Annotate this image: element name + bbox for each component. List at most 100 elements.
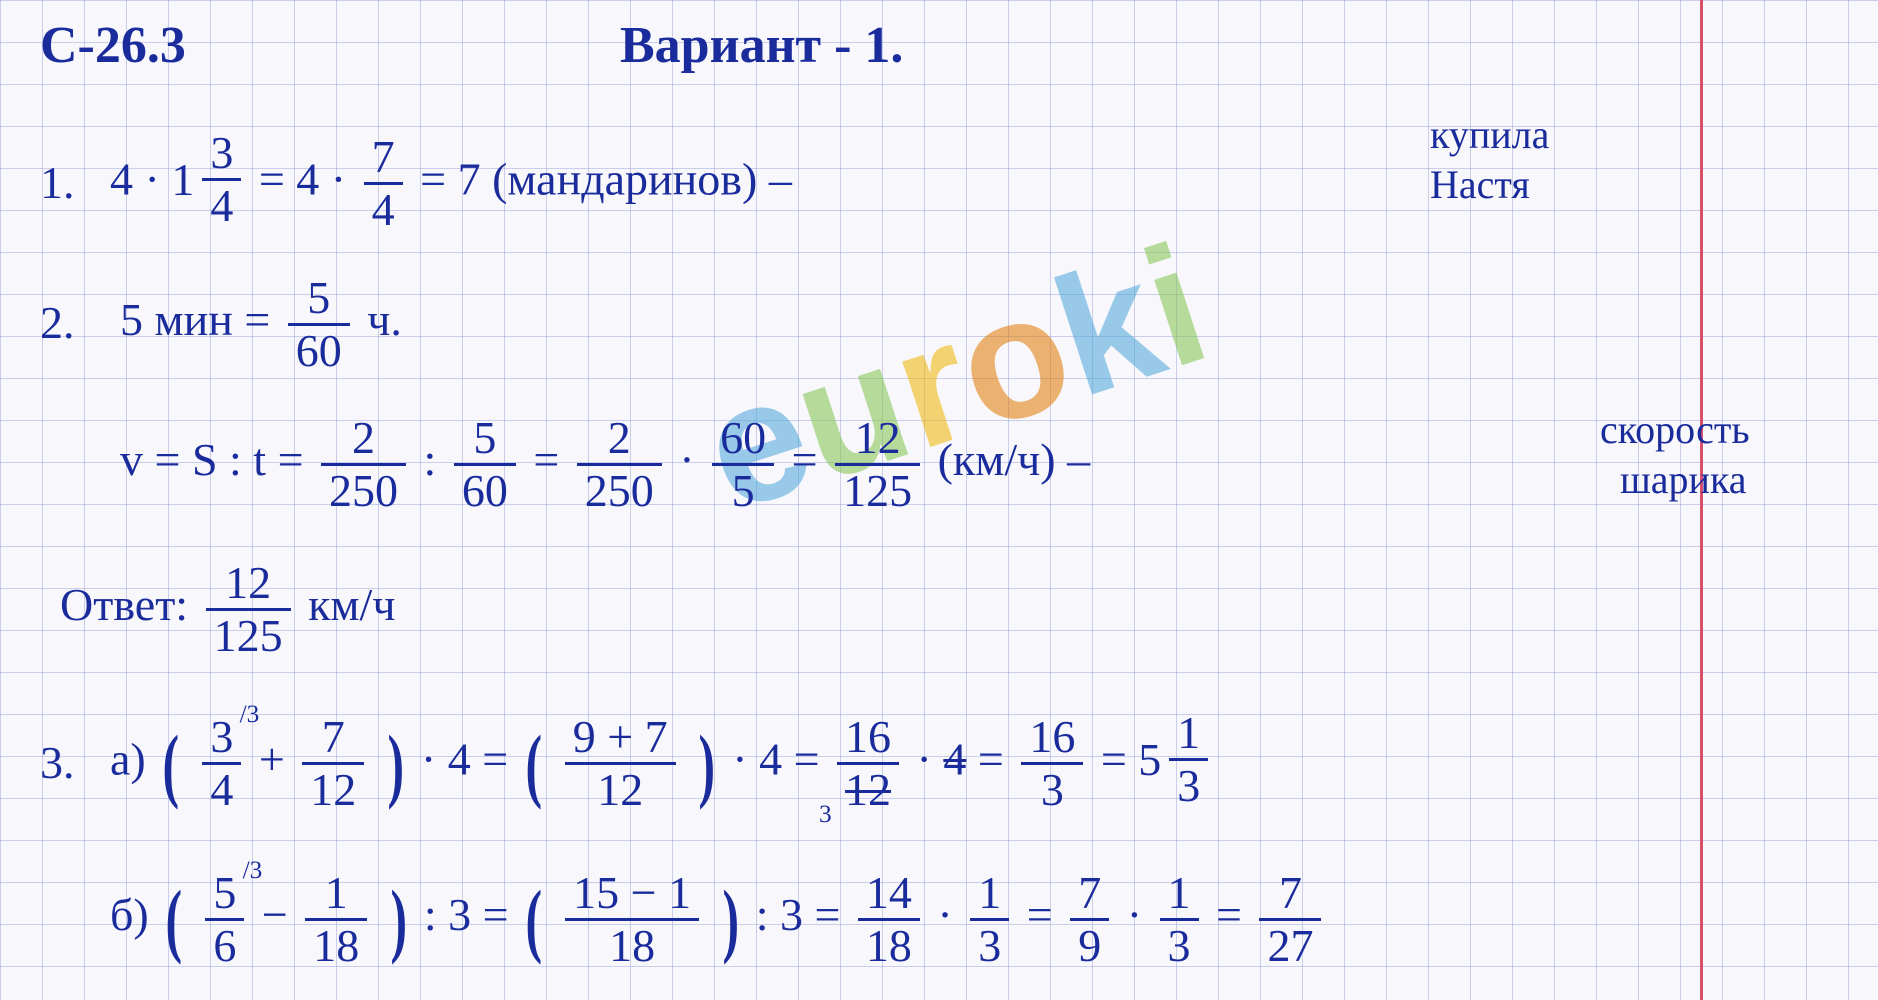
p3a-mult1: 4 [448,734,471,785]
p3a-t4n: 16 [837,714,899,765]
p2-ans-label: Ответ: [60,579,188,630]
p2-f4n: 60 [712,415,774,466]
p3b-div: 3 [448,889,471,940]
p2-ans-n: 12 [206,560,291,611]
p2-conv-lhs: 5 мин [120,294,233,345]
p2-conv-frac: 5 60 [288,275,350,374]
p3a-dot1: · [421,734,436,785]
p2-f3n: 2 [577,415,662,466]
p3a-mult1b: 4 [759,734,782,785]
p1-mixed-whole: 1 [171,157,194,203]
p2-ans-frac: 12 125 [206,560,291,659]
p3a-t3n: 9 + 7 [565,714,676,765]
p3b-dot: · [937,889,952,940]
p1-eq1: = [259,154,285,205]
p3a-t2n: 7 [302,714,364,765]
p3b-t2n: 1 [305,870,367,921]
p3b-rp1: ) [390,878,407,961]
p3a-t1: /3 3 4 [202,714,241,813]
p1-mixed-den: 4 [202,181,241,229]
p3a-t2: 7 12 [302,714,364,813]
p3b-t4: 14 18 [858,870,920,969]
p3b-dot2: · [1127,889,1142,940]
p2-f2n: 5 [454,415,516,466]
p3b-t6d: 9 [1070,921,1109,969]
p2-colon: : [424,434,437,485]
p3b-div2: 3 [780,889,803,940]
p3a-t1n: 3 [202,714,241,765]
p3b-eq1: = [483,889,509,940]
p1-four: 4 [110,154,133,205]
p2-f4d: 5 [712,466,774,514]
p3b-res-d: 27 [1259,921,1321,969]
p3b-t3: 15 − 1 18 [565,870,699,969]
p2-f5d: 125 [835,466,920,514]
p3b-res: 7 27 [1259,870,1321,969]
p3a-lp2: ( [525,723,542,806]
p2-f3d: 250 [577,466,662,514]
p2-fl-eq2: = [533,434,559,485]
p3b-t6: 7 9 [1070,870,1109,969]
p3b-t4d: 18 [858,921,920,969]
p2-f5n: 12 [835,415,920,466]
p3b-row: б) ( /3 5 6 − 1 18 ) : 3 = ( 15 − 1 18 )… [110,870,1327,969]
p3b-t5d: 3 [970,921,1009,969]
p2-f2: 5 60 [454,415,516,514]
p2-ans-unit: км/ч [308,579,395,630]
p1-result: 7 [458,154,481,205]
p3b-rp2: ) [722,878,739,961]
p3a-rp2: ) [699,723,716,806]
p1-dot2: · [331,154,346,205]
p3b-t1d: 6 [205,921,244,969]
p1-expression: 4 · 1 3 4 = 4 · 7 4 = 7 (мандаринов) – [110,130,792,233]
p1-dash: – [769,154,792,205]
p3a-t3: 9 + 7 12 [565,714,676,813]
p1-dot1: · [145,154,160,205]
p2-dash: – [1067,434,1090,485]
p1-mixed-num: 3 [202,130,241,181]
p2-f1: 2 250 [321,415,406,514]
p3b-colon2: : [756,889,769,940]
p3b-t1n: 5 [205,870,244,921]
p1-74-num: 7 [364,134,403,185]
p3b-t7d: 3 [1160,921,1199,969]
p3a-t1d: 4 [202,765,241,813]
p3b-t1-sup: /3 [243,858,263,883]
p3a-t5n: 16 [1021,714,1083,765]
p2-conversion: 5 мин = 5 60 ч. [120,275,402,374]
p3a-t3d: 12 [565,765,676,813]
p2-formula: v = S : t = 2 250 : 5 60 = 2 250 · 60 5 … [120,415,1090,514]
p3a-label: а) [110,734,146,785]
p3a-result: 5 1 3 [1138,710,1214,809]
p3b-t7: 1 3 [1160,870,1199,969]
p3a-res-d: 3 [1169,761,1208,809]
p3a-t2d: 12 [302,765,364,813]
p3b-lp1: ( [166,878,183,961]
p2-note2: шарика [1620,460,1747,500]
p3a-t5: 16 3 [1021,714,1083,813]
p3a-t1-sup: /3 [240,702,260,727]
p3b-label: б) [110,889,149,940]
p2-f3: 2 250 [577,415,662,514]
p2-fl-eq1: = [278,434,304,485]
p2-unit: (км/ч) [938,434,1056,485]
p3b-eq4: = [1216,889,1242,940]
p1-note2: Настя [1430,165,1530,205]
p3a-dot1b: · [732,734,747,785]
p3a-mult2: 4 [943,734,966,785]
p2-conv-eq: = [244,294,270,345]
p3a-eq3: = [978,734,1004,785]
p2-f2d: 60 [454,466,516,514]
p1-74-den: 4 [364,185,403,233]
p3b-t7n: 1 [1160,870,1199,921]
p2-f4: 60 5 [712,415,774,514]
p2-f5: 12 125 [835,415,920,514]
p2-fl-lhs: v = S : t [120,434,266,485]
p1-eq2: = [420,154,446,205]
p2-conv-unit: ч. [367,294,402,345]
p3a-t5d: 3 [1021,765,1083,813]
p2-ans-d: 125 [206,611,291,659]
worksheet-code: С-26.3 [40,20,186,72]
p3b-colon: : [424,889,437,940]
p3b-t6n: 7 [1070,870,1109,921]
